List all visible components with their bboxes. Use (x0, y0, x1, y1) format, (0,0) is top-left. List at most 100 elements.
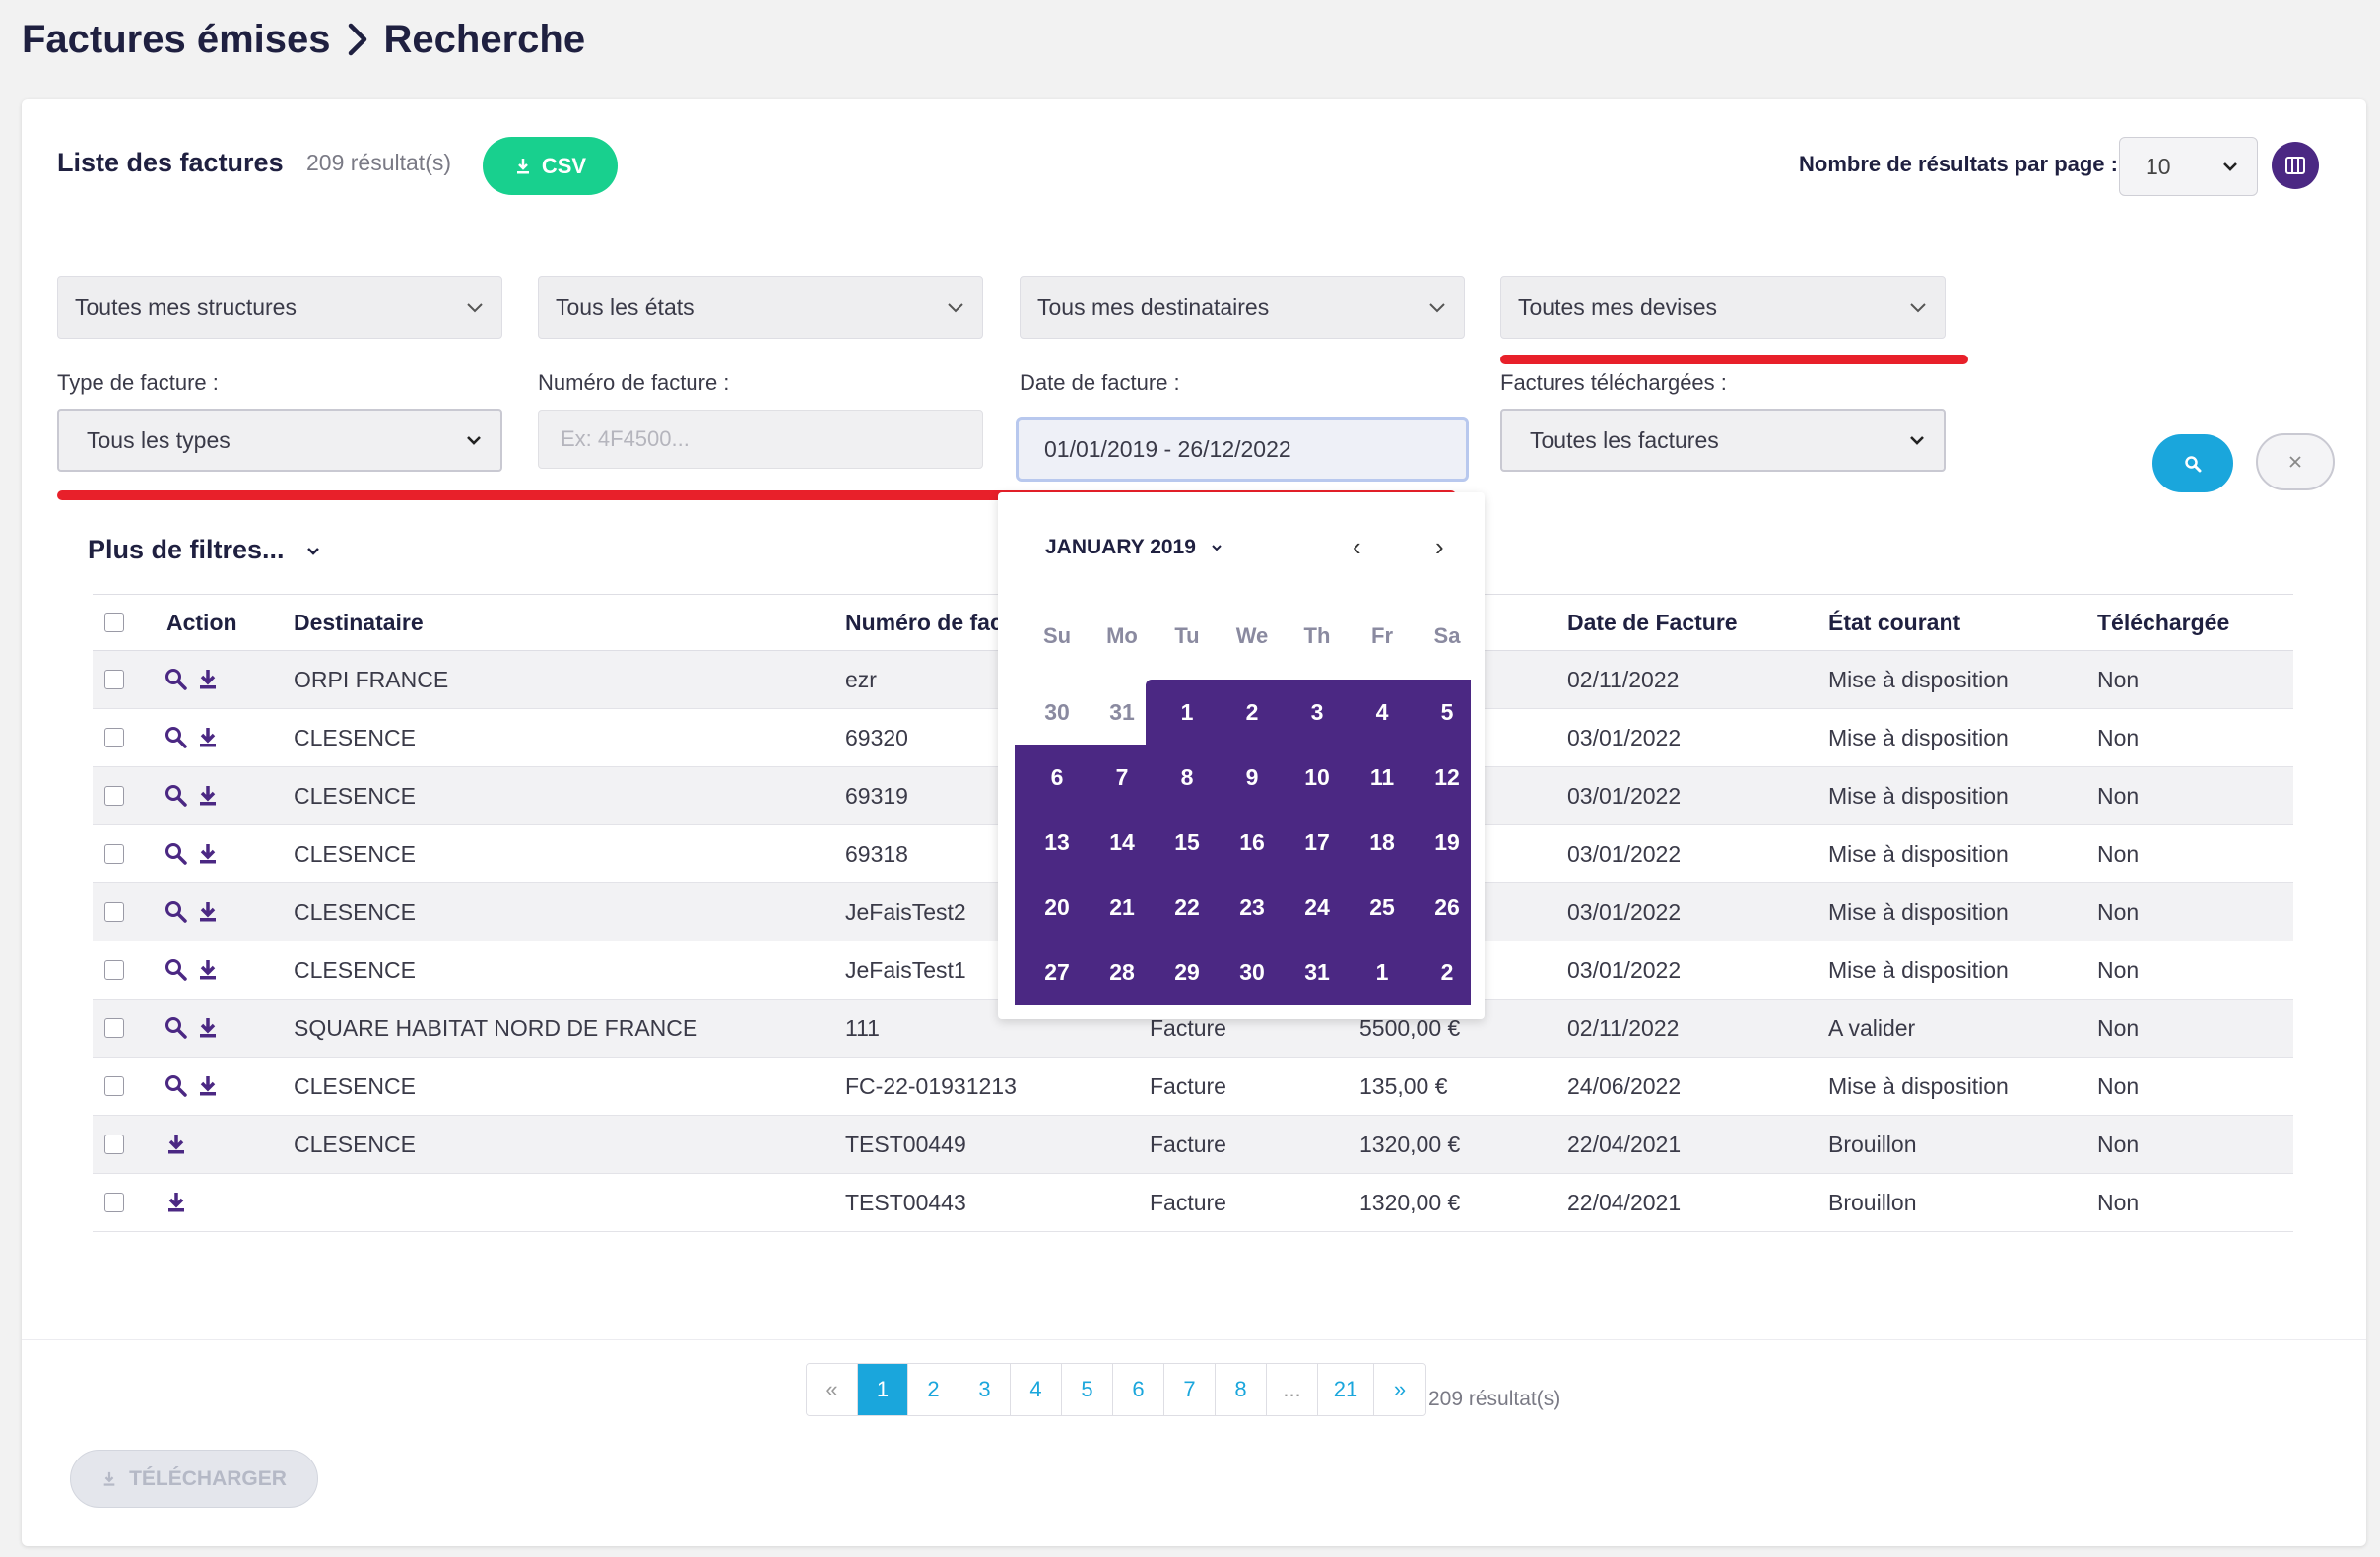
row-checkbox[interactable] (104, 1193, 124, 1212)
pagination-page[interactable]: 2 (908, 1364, 959, 1415)
clear-filters-button[interactable] (2256, 433, 2335, 490)
calendar-day[interactable]: 19 (1434, 828, 1460, 855)
calendar-day[interactable]: 13 (1044, 828, 1070, 855)
calendar-day[interactable]: 14 (1109, 828, 1135, 855)
calendar-day[interactable]: 15 (1174, 828, 1200, 855)
calendar-day[interactable]: 27 (1044, 958, 1070, 985)
calendar-day[interactable]: 23 (1239, 893, 1265, 920)
search-icon[interactable] (164, 1073, 189, 1099)
calendar-day[interactable]: 24 (1304, 893, 1330, 920)
date-range-input[interactable]: 01/01/2019 - 26/12/2022 (1016, 417, 1469, 482)
calendar-day[interactable]: 2 (1440, 958, 1454, 985)
calendar-prev-button[interactable]: ‹ (1353, 532, 1361, 561)
calendar-day[interactable]: 28 (1109, 958, 1135, 985)
download-icon[interactable] (195, 783, 221, 809)
search-button[interactable] (2152, 434, 2233, 492)
calendar-day[interactable]: 3 (1310, 698, 1324, 725)
header-telechargee[interactable]: Téléchargée (2097, 609, 2230, 635)
table-row[interactable]: CLESENCE FC-22-01931213 Facture 135,00 € 24/… (93, 1058, 2293, 1116)
calendar-day[interactable]: 10 (1304, 763, 1330, 790)
destinataires-select[interactable]: Tous mes destinataires (1020, 276, 1465, 339)
header-numero[interactable]: Numéro de fac (845, 609, 1003, 635)
calendar-day[interactable]: 12 (1434, 763, 1460, 790)
download-icon[interactable] (164, 1190, 189, 1215)
calendar-day[interactable]: 31 (1109, 698, 1135, 725)
download-icon[interactable] (195, 667, 221, 692)
search-icon[interactable] (164, 957, 189, 983)
download-icon[interactable] (195, 725, 221, 750)
calendar-day[interactable]: 31 (1304, 958, 1330, 985)
calendar-day[interactable]: 18 (1369, 828, 1395, 855)
row-checkbox[interactable] (104, 960, 124, 980)
calendar-day[interactable]: 11 (1369, 763, 1395, 790)
calendar-day[interactable]: 1 (1375, 958, 1389, 985)
download-icon[interactable] (164, 1132, 189, 1157)
calendar-day[interactable]: 30 (1044, 698, 1070, 725)
download-icon[interactable] (195, 899, 221, 925)
table-row[interactable]: CLESENCE TEST00449 Facture 1320,00 € 22/04/2… (93, 1116, 2293, 1174)
columns-settings-button[interactable] (2272, 142, 2319, 189)
pagination-page[interactable]: 4 (1011, 1364, 1062, 1415)
download-icon[interactable] (195, 1015, 221, 1041)
select-all-checkbox[interactable] (104, 613, 124, 632)
calendar-day[interactable]: 1 (1180, 698, 1194, 725)
pagination-page[interactable]: 8 (1216, 1364, 1267, 1415)
per-page-select[interactable]: 10 (2119, 137, 2258, 196)
calendar-day[interactable]: 2 (1245, 698, 1259, 725)
telechargees-select[interactable]: Toutes les factures (1500, 409, 1946, 472)
pagination-page[interactable]: 6 (1113, 1364, 1164, 1415)
calendar-day[interactable]: 4 (1375, 698, 1389, 725)
pagination-page[interactable]: 7 (1164, 1364, 1216, 1415)
pagination-page[interactable]: 5 (1062, 1364, 1113, 1415)
header-date[interactable]: Date de Facture (1567, 609, 1738, 635)
calendar-day[interactable]: 17 (1304, 828, 1330, 855)
header-destinataire[interactable]: Destinataire (294, 609, 424, 635)
csv-export-button[interactable]: CSV (483, 137, 618, 195)
row-checkbox[interactable] (104, 786, 124, 806)
calendar-day[interactable]: 30 (1239, 958, 1265, 985)
calendar-day[interactable]: 22 (1174, 893, 1200, 920)
more-filters-toggle[interactable]: Plus de filtres... (88, 535, 322, 565)
row-checkbox[interactable] (104, 844, 124, 864)
table-row[interactable]: TEST00443 Facture 1320,00 € 22/04/2021 Broui… (93, 1174, 2293, 1232)
download-icon[interactable] (195, 957, 221, 983)
row-checkbox[interactable] (104, 728, 124, 747)
numero-input[interactable]: Ex: 4F4500... (538, 410, 983, 469)
calendar-day[interactable]: 20 (1044, 893, 1070, 920)
download-icon[interactable] (195, 841, 221, 867)
pagination-first[interactable]: « (807, 1364, 858, 1415)
download-button[interactable]: TÉLÉCHARGER (70, 1450, 318, 1508)
calendar-day[interactable]: 16 (1239, 828, 1265, 855)
search-icon[interactable] (164, 899, 189, 925)
row-checkbox[interactable] (104, 1076, 124, 1096)
search-icon[interactable] (164, 667, 189, 692)
etats-select[interactable]: Tous les états (538, 276, 983, 339)
search-icon[interactable] (164, 841, 189, 867)
download-icon[interactable] (195, 1073, 221, 1099)
type-select[interactable]: Tous les types (57, 409, 502, 472)
calendar-day[interactable]: 6 (1050, 763, 1064, 790)
row-checkbox[interactable] (104, 1018, 124, 1038)
pagination-last[interactable]: » (1374, 1364, 1425, 1415)
calendar-day[interactable]: 25 (1369, 893, 1395, 920)
calendar-day[interactable]: 26 (1434, 893, 1460, 920)
pagination-page[interactable]: 1 (858, 1364, 908, 1415)
devises-select[interactable]: Toutes mes devises (1500, 276, 1946, 339)
calendar-day[interactable]: 21 (1109, 893, 1135, 920)
search-icon[interactable] (164, 783, 189, 809)
breadcrumb-parent[interactable]: Factures émises (22, 17, 331, 61)
calendar-day[interactable]: 7 (1115, 763, 1129, 790)
calendar-next-button[interactable]: › (1435, 532, 1444, 561)
row-checkbox[interactable] (104, 902, 124, 922)
header-etat[interactable]: État courant (1828, 609, 1961, 635)
pagination-page[interactable]: ... (1267, 1364, 1318, 1415)
table-row[interactable]: SQUARE HABITAT NORD DE FRANCE 111 Facture 5… (93, 1000, 2293, 1058)
calendar-day[interactable]: 8 (1180, 763, 1194, 790)
search-icon[interactable] (164, 725, 189, 750)
calendar-month-select[interactable]: JANUARY 2019 (1045, 536, 1223, 559)
row-checkbox[interactable] (104, 670, 124, 689)
structures-select[interactable]: Toutes mes structures (57, 276, 502, 339)
search-icon[interactable] (164, 1015, 189, 1041)
row-checkbox[interactable] (104, 1135, 124, 1154)
calendar-day[interactable]: 29 (1174, 958, 1200, 985)
